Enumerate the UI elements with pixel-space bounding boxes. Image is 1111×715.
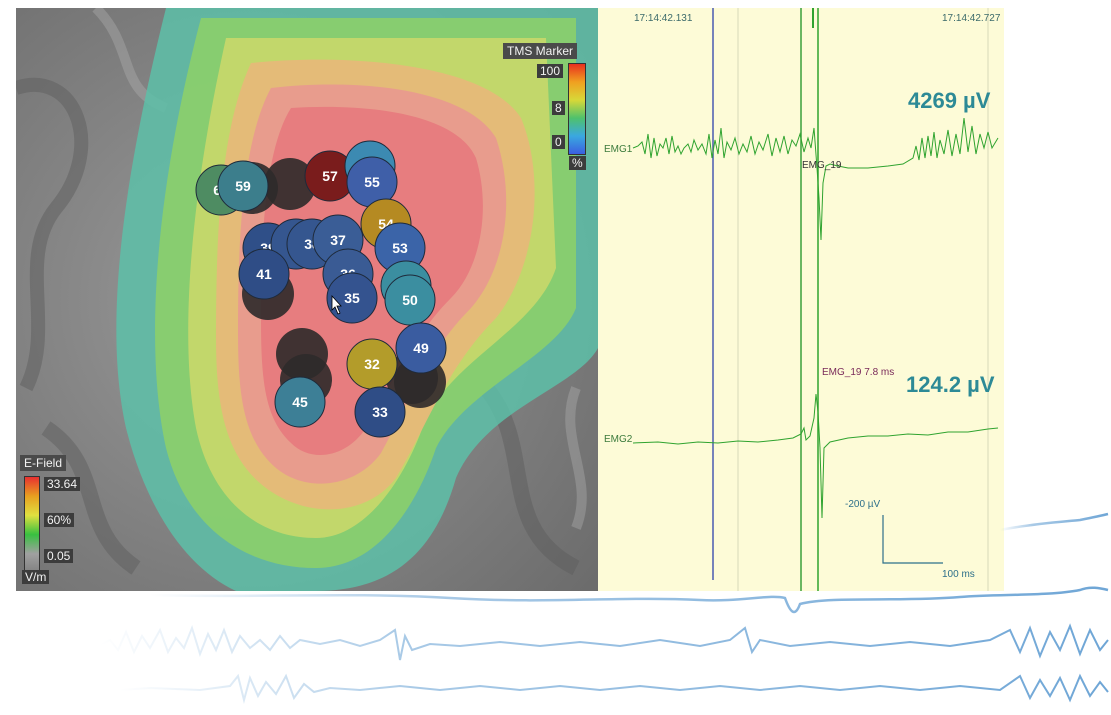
efield-legend-title: E-Field [20, 455, 67, 471]
marker2-label: EMG_19 7.8 ms [822, 367, 894, 378]
brain-view[interactable]: 6059575655545339403837413635515049324533… [16, 8, 598, 591]
tms-legend-min: 0 [552, 135, 565, 149]
emg1-trace [632, 117, 999, 241]
efield-legend-max: 33.64 [44, 477, 81, 491]
tms-marker-label: 49 [413, 340, 429, 356]
tms-colorbar [568, 63, 586, 155]
channel2-label: EMG2 [604, 434, 633, 445]
tms-legend-max: 100 [537, 64, 564, 78]
tms-marker-label: 32 [364, 356, 380, 372]
tms-legend-unit: % [569, 156, 586, 170]
tms-marker-57[interactable]: 57 [304, 150, 356, 202]
marker1-label: EMG_19 [802, 160, 842, 171]
tms-marker-59[interactable]: 59 [217, 160, 269, 212]
amp1-value: 4269 µV [908, 88, 991, 113]
amp2-value: 124.2 µV [906, 372, 995, 397]
efield-legend-percent: 60% [44, 513, 75, 527]
efield-legend-unit: V/m [22, 570, 50, 584]
tms-marker-33[interactable]: 33 [354, 386, 406, 438]
tms-marker-label: 41 [256, 266, 272, 282]
tms-marker-53[interactable]: 53 [374, 222, 426, 274]
tms-legend-mid: 8 [552, 101, 565, 115]
tms-marker-label: 35 [344, 290, 360, 306]
tms-marker-45[interactable]: 45 [274, 376, 326, 428]
tms-marker-label: 53 [392, 240, 408, 256]
emg2-trace [632, 393, 999, 519]
scale-x-label: 100 ms [942, 569, 975, 580]
tms-marker-41[interactable]: 41 [238, 248, 290, 300]
marker-shadow [264, 158, 316, 210]
tms-legend-title: TMS Marker [503, 43, 577, 59]
tms-marker-label: 37 [330, 232, 346, 248]
tms-marker-label: 50 [402, 292, 418, 308]
channel1-label: EMG1 [604, 144, 633, 155]
brain-surface: 6059575655545339403837413635515049324533 [16, 8, 598, 591]
emg-plot: 17:14:42.131 17:14:42.727 EMG1 EMG2 4269… [598, 8, 1004, 591]
time-end: 17:14:42.727 [942, 13, 1001, 24]
tms-marker-label: 59 [235, 178, 251, 194]
tms-marker-50[interactable]: 50 [384, 274, 436, 326]
background-emg-traces [99, 512, 1109, 704]
tms-marker-label: 55 [364, 174, 380, 190]
scale-y-label: -200 µV [845, 499, 881, 510]
tms-marker-label: 57 [322, 168, 338, 184]
time-start: 17:14:42.131 [634, 13, 693, 24]
tms-marker-label: 33 [372, 404, 388, 420]
tms-marker-32[interactable]: 32 [346, 338, 398, 390]
tms-marker-49[interactable]: 49 [395, 322, 447, 374]
mouse-cursor-icon [331, 294, 342, 315]
tms-marker-label: 45 [292, 394, 308, 410]
scale-bar [882, 515, 943, 564]
emg-view[interactable]: 17:14:42.131 17:14:42.727 EMG1 EMG2 4269… [598, 8, 1004, 591]
efield-legend-min: 0.05 [44, 549, 74, 563]
tms-marker-35[interactable]: 35 [326, 272, 378, 324]
